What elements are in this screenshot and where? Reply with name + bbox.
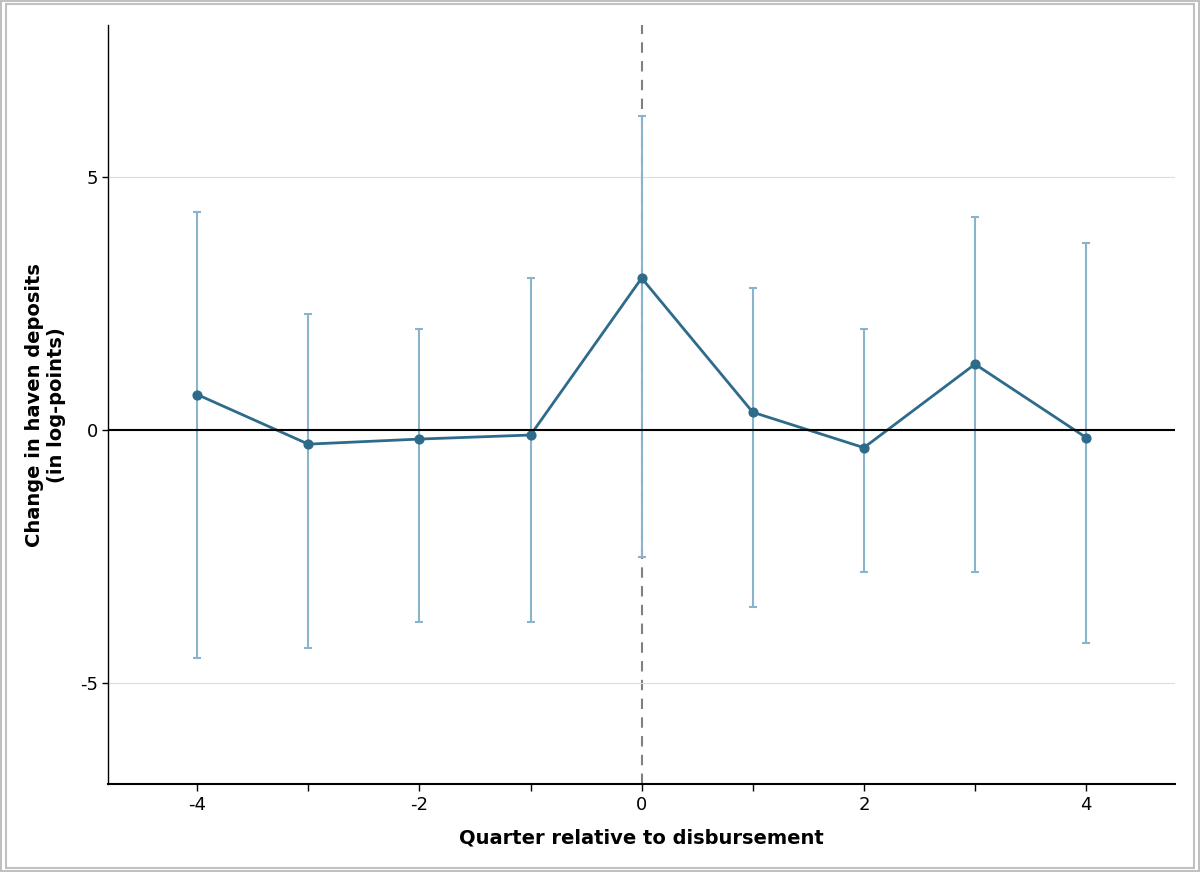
Y-axis label: Change in haven deposits
(in log-points): Change in haven deposits (in log-points) — [25, 262, 66, 547]
Point — [299, 437, 318, 451]
Point — [854, 440, 874, 454]
Point — [632, 271, 652, 285]
Point — [1076, 431, 1096, 445]
Point — [521, 428, 540, 442]
Point — [965, 358, 984, 371]
X-axis label: Quarter relative to disbursement: Quarter relative to disbursement — [460, 828, 824, 847]
Point — [187, 387, 206, 401]
Point — [743, 405, 762, 419]
Point — [410, 433, 430, 446]
